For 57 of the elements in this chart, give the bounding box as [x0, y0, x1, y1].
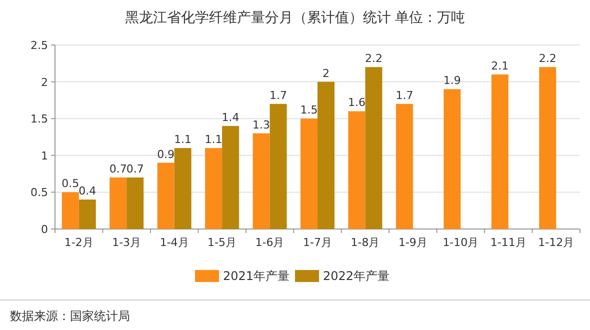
y-tick-label: 2.5 [30, 39, 48, 52]
data-label: 1.7 [396, 88, 414, 102]
x-tick-label: 1-5月 [208, 236, 237, 249]
legend-label: 2021年产量 [223, 269, 290, 283]
y-tick-label: 0.5 [30, 186, 48, 200]
x-tick-label: 1-11月 [490, 236, 526, 249]
data-label: 0.9 [157, 148, 175, 161]
y-tick-label: 1 [41, 149, 48, 162]
bar [539, 67, 556, 229]
data-label: 2.2 [364, 52, 382, 66]
data-label: 2.2 [538, 52, 556, 66]
data-label: 1.4 [222, 110, 240, 124]
data-label: 2 [322, 66, 330, 80]
x-tick-label: 1-12月 [538, 236, 574, 249]
data-label: 1.6 [348, 96, 366, 110]
bar [270, 104, 287, 229]
data-label: 2.1 [491, 59, 509, 72]
bar [444, 89, 461, 229]
x-tick-label: 1-6月 [255, 236, 284, 249]
data-label: 0.5 [62, 177, 80, 190]
bar [110, 177, 127, 229]
bar [174, 148, 192, 229]
y-tick-label: 1.5 [30, 112, 48, 126]
x-tick-label: 1-4月 [160, 236, 189, 249]
data-label: 0.7 [109, 162, 127, 176]
bar [252, 133, 270, 229]
data-label: 1.7 [270, 88, 288, 102]
x-tick-label: 1-2月 [64, 236, 94, 249]
x-tick-label: 1-3月 [112, 236, 142, 249]
bar [491, 74, 508, 229]
data-label: 0.7 [126, 162, 144, 176]
bar [78, 200, 96, 229]
data-label: 1.1 [204, 133, 222, 146]
y-tick-label: 2 [41, 76, 48, 89]
bar [396, 104, 413, 229]
bar [348, 111, 366, 229]
bar [157, 162, 174, 229]
y-tick-label: 0 [41, 223, 48, 236]
bar [365, 67, 382, 229]
bar [222, 126, 240, 229]
bar [300, 118, 318, 229]
data-label: 1.5 [300, 104, 318, 117]
x-tick-label: 1-8月 [350, 236, 380, 249]
bar [318, 82, 334, 229]
data-label: 1.9 [443, 74, 461, 88]
bar [126, 177, 144, 229]
chart-title: 黑龙江省化学纤维产量分月（累计值）统计 单位：万吨 [124, 10, 466, 26]
bar [62, 192, 79, 229]
x-tick-label: 1-9月 [398, 236, 428, 249]
bar [205, 148, 222, 229]
x-tick-label: 1-7月 [303, 236, 332, 249]
x-tick-label: 1-10月 [442, 236, 479, 249]
data-label: 1.3 [252, 118, 270, 132]
data-label: 1.1 [174, 133, 192, 146]
data-label: 0.4 [78, 184, 96, 198]
legend-label: 2022年产量 [323, 269, 390, 283]
source-note: 数据来源：国家统计局 [10, 309, 130, 323]
